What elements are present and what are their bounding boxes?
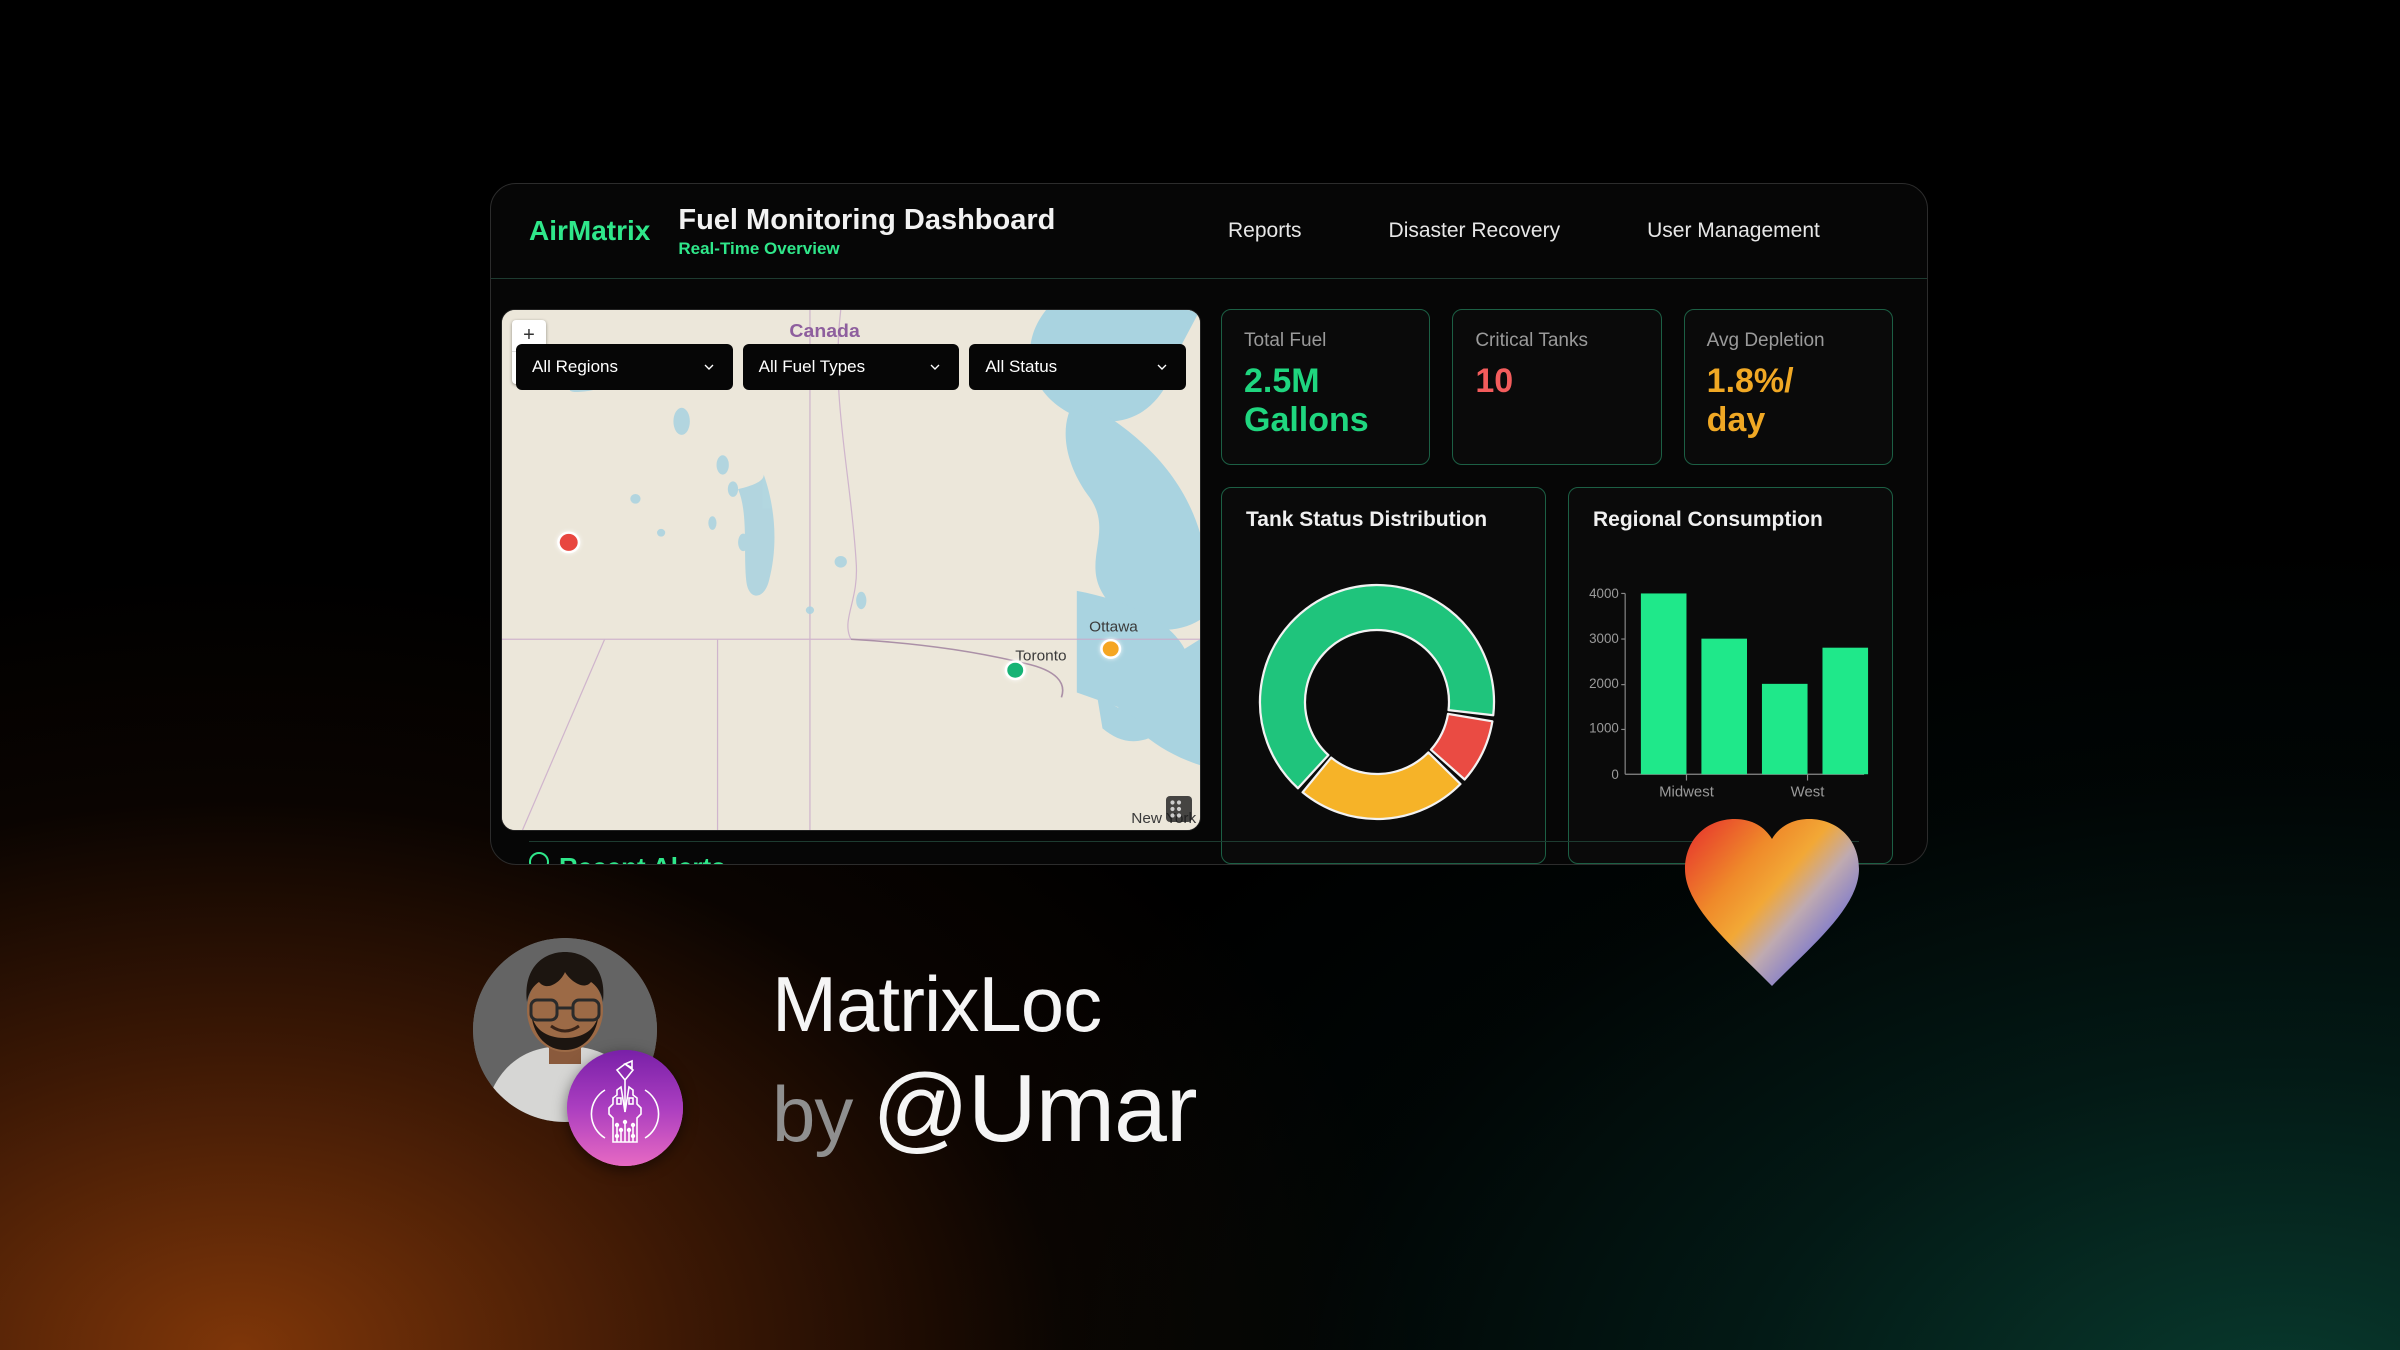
svg-text:1000: 1000 <box>1589 721 1619 736</box>
svg-text:Toronto: Toronto <box>1015 648 1066 664</box>
svg-text:3000: 3000 <box>1589 631 1619 646</box>
svg-text:4000: 4000 <box>1589 586 1619 601</box>
svg-text:Canada: Canada <box>789 322 860 342</box>
svg-text:2000: 2000 <box>1589 676 1619 691</box>
svg-text:Midwest: Midwest <box>1659 783 1715 800</box>
svg-text:Ottawa: Ottawa <box>1089 619 1138 635</box>
svg-text:West: West <box>1791 783 1826 800</box>
svg-text:0: 0 <box>1611 767 1618 782</box>
